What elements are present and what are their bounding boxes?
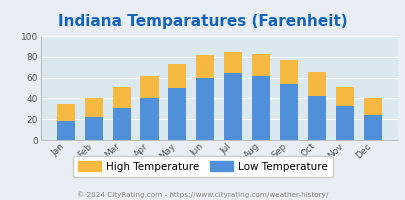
Bar — [335, 87, 353, 106]
Bar — [362, 98, 381, 115]
Bar — [57, 104, 75, 121]
Bar — [335, 106, 353, 140]
Bar — [307, 72, 325, 96]
Bar — [140, 98, 158, 140]
Legend: High Temperature, Low Temperature: High Temperature, Low Temperature — [73, 156, 332, 177]
Bar — [307, 96, 325, 140]
Bar — [362, 115, 381, 140]
Bar — [279, 60, 297, 84]
Bar — [112, 108, 130, 140]
Bar — [168, 88, 186, 140]
Bar — [85, 117, 102, 140]
Bar — [168, 64, 186, 88]
Bar — [196, 55, 214, 78]
Bar — [279, 84, 297, 140]
Bar — [112, 87, 130, 108]
Text: © 2024 CityRating.com - https://www.cityrating.com/weather-history/: © 2024 CityRating.com - https://www.city… — [77, 191, 328, 198]
Bar — [252, 76, 269, 140]
Bar — [196, 78, 214, 140]
Bar — [224, 73, 242, 140]
Bar — [85, 98, 102, 117]
Text: Indiana Temparatures (Farenheit): Indiana Temparatures (Farenheit) — [58, 14, 347, 29]
Bar — [224, 52, 242, 73]
Bar — [57, 121, 75, 140]
Bar — [140, 76, 158, 98]
Bar — [252, 54, 269, 76]
